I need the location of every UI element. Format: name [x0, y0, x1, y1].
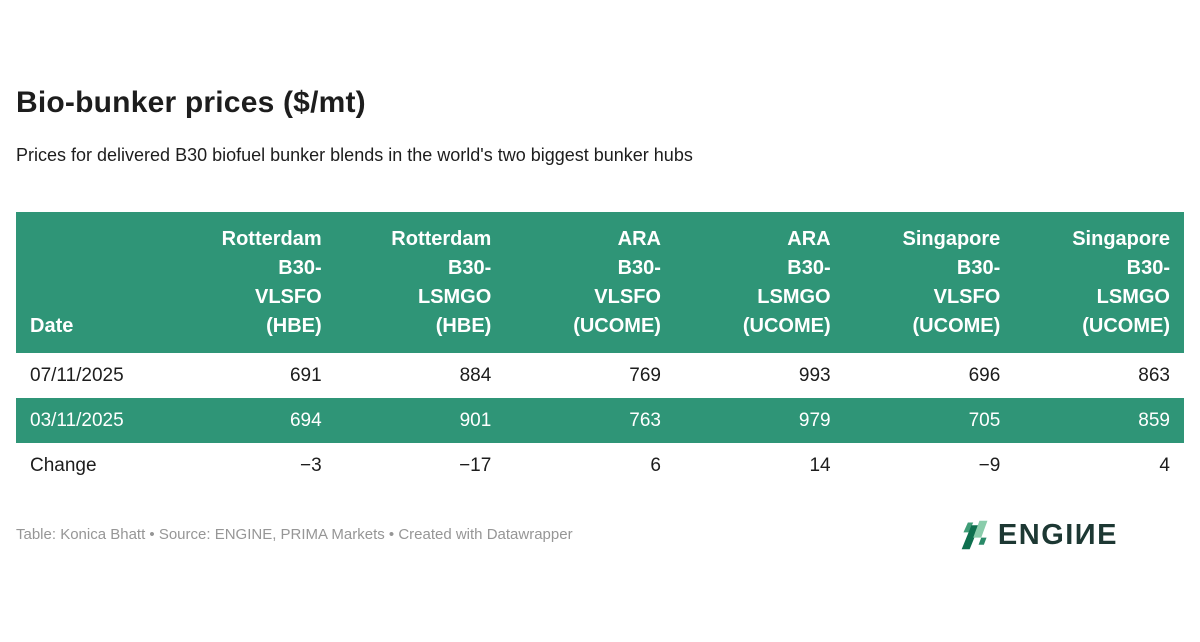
column-header-rotterdam-b30-lsmgo-hbe: Rotterdam B30- LSMGO (HBE) — [335, 212, 506, 353]
row-label: Change — [16, 443, 166, 488]
table-footer: Table: Konica Bhatt • Source: ENGINE, PR… — [16, 514, 1184, 556]
cell-value: 993 — [674, 353, 845, 398]
column-header-rotterdam-b30-vlsfo-hbe: Rotterdam B30- VLSFO (HBE) — [166, 212, 336, 353]
table-row: Change −3 −17 6 14 −9 4 — [16, 443, 1184, 488]
cell-value: 901 — [335, 398, 506, 443]
cell-value: 705 — [844, 398, 1015, 443]
cell-value: 691 — [166, 353, 336, 398]
column-header-singapore-b30-vlsfo-ucome: Singapore B30- VLSFO (UCOME) — [844, 212, 1015, 353]
cell-value: 763 — [505, 398, 675, 443]
cell-value: 859 — [1014, 398, 1184, 443]
engine-logo-wordmark: ENGIИE — [997, 519, 1118, 551]
prices-table: Date Rotterdam B30- VLSFO (HBE) Rotterdam … — [16, 212, 1184, 488]
table-header-row: Date Rotterdam B30- VLSFO (HBE) Rotterdam … — [16, 212, 1184, 353]
table-row: 07/11/2025 691 884 769 993 696 863 — [16, 353, 1184, 398]
cell-value: 979 — [674, 398, 845, 443]
cell-value: 14 — [674, 443, 845, 488]
page-title: Bio-bunker prices ($/mt) — [16, 86, 366, 119]
cell-value: 4 — [1014, 443, 1184, 488]
column-header-date: Date — [16, 212, 166, 353]
cell-value: 696 — [844, 353, 1015, 398]
cell-value: 6 — [505, 443, 675, 488]
table-row: 03/11/2025 694 901 763 979 705 859 — [16, 398, 1184, 443]
attribution-text: Table: Konica Bhatt • Source: ENGINE, PR… — [16, 526, 573, 543]
row-label: 07/11/2025 — [16, 353, 166, 398]
bio-bunker-prices-page: Bio-bunker prices ($/mt) Prices for deli… — [16, 86, 1184, 556]
column-header-singapore-b30-lsmgo-ucome: Singapore B30- LSMGO (UCOME) — [1014, 212, 1184, 353]
cell-value: 694 — [166, 398, 336, 443]
row-label: 03/11/2025 — [16, 398, 166, 443]
page-subtitle: Prices for delivered B30 biofuel bunker … — [16, 145, 693, 165]
cell-value: −17 — [335, 443, 506, 488]
column-header-ara-b30-lsmgo-ucome: ARA B30- LSMGO (UCOME) — [674, 212, 845, 353]
cell-value: 863 — [1014, 353, 1184, 398]
cell-value: 884 — [335, 353, 506, 398]
cell-value: −3 — [166, 443, 336, 488]
column-header-ara-b30-vlsfo-ucome: ARA B30- VLSFO (UCOME) — [505, 212, 675, 353]
engine-logo-icon — [961, 520, 988, 550]
engine-logo[interactable]: ENGIИE — [959, 516, 1118, 554]
cell-value: 769 — [505, 353, 675, 398]
cell-value: −9 — [844, 443, 1015, 488]
